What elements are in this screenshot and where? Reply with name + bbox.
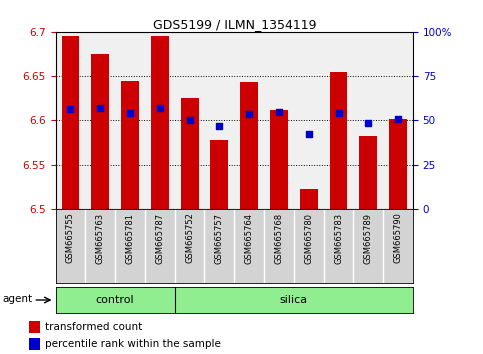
Bar (28, 338, 41, 350)
Text: GSM665783: GSM665783 (334, 212, 343, 264)
Bar (181, 98, 199, 209)
Text: GSM665787: GSM665787 (156, 212, 164, 264)
Text: agent: agent (3, 294, 33, 304)
Bar (211, 140, 228, 209)
Text: GSM665789: GSM665789 (364, 212, 373, 264)
Point (245, 111, 253, 117)
Text: GSM665764: GSM665764 (245, 212, 254, 264)
Bar (389, 119, 407, 209)
Text: GSM665757: GSM665757 (215, 212, 224, 264)
Bar (121, 81, 139, 209)
Title: GDS5199 / ILMN_1354119: GDS5199 / ILMN_1354119 (153, 18, 316, 31)
Point (335, 110, 342, 116)
Point (97, 105, 104, 111)
Point (67, 106, 74, 112)
Text: GSM665781: GSM665781 (126, 212, 134, 264)
Bar (270, 110, 288, 209)
Point (275, 109, 283, 114)
Text: GSM665752: GSM665752 (185, 212, 194, 263)
Point (394, 116, 402, 121)
Text: GSM665763: GSM665763 (96, 212, 105, 264)
Bar (359, 136, 377, 209)
Bar (329, 72, 347, 209)
Text: GSM665755: GSM665755 (66, 212, 75, 263)
Text: GSM665768: GSM665768 (274, 212, 284, 264)
Bar (300, 188, 318, 209)
Text: silica: silica (280, 295, 308, 305)
Point (364, 120, 372, 126)
Bar (151, 36, 169, 209)
Text: transformed count: transformed count (45, 322, 142, 332)
Point (305, 131, 313, 136)
Bar (61, 36, 79, 209)
Text: GSM665790: GSM665790 (394, 212, 402, 263)
Text: control: control (96, 295, 134, 305)
Bar (240, 82, 258, 209)
Point (126, 110, 134, 116)
Point (156, 105, 164, 111)
Text: percentile rank within the sample: percentile rank within the sample (45, 339, 221, 349)
Text: GSM665780: GSM665780 (304, 212, 313, 264)
Bar (91, 54, 109, 209)
Point (215, 123, 223, 129)
Point (185, 118, 193, 123)
Bar (28, 321, 41, 333)
